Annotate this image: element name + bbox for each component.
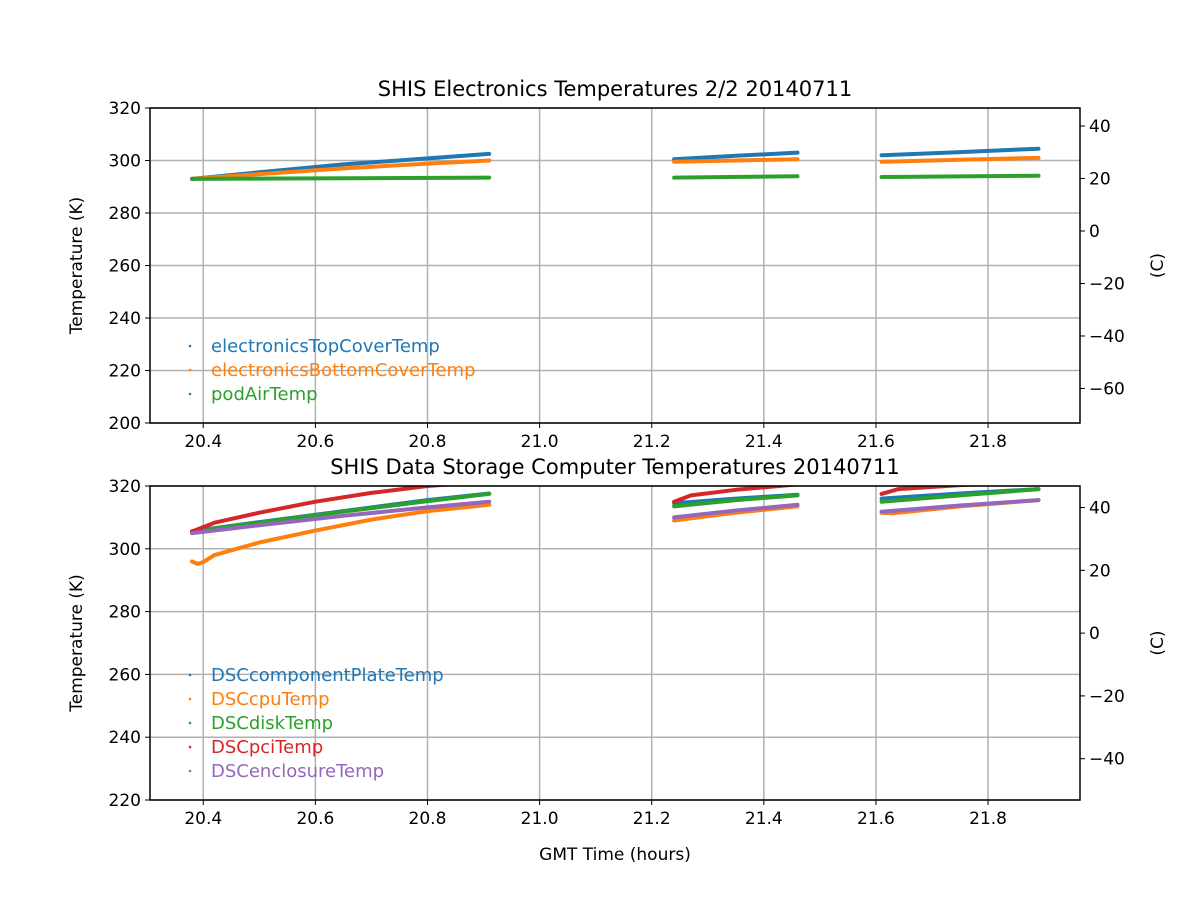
series-line-DSCdiskTemp bbox=[879, 487, 1041, 504]
x-tick-label: 20.8 bbox=[409, 432, 447, 452]
y-tick-label: 240 bbox=[109, 309, 141, 329]
chart-title: SHIS Electronics Temperatures 2/2 201407… bbox=[378, 77, 852, 101]
series-line-DSCcpuTemp bbox=[190, 502, 492, 566]
y-right-tick-label: −20 bbox=[1089, 274, 1125, 294]
y-tick-label: 260 bbox=[109, 665, 141, 685]
y-tick-label: 220 bbox=[109, 791, 141, 811]
y-axis-label: Temperature (K) bbox=[67, 574, 87, 713]
y-tick-label: 300 bbox=[109, 540, 141, 560]
legend-label: electronicsBottomCoverTemp bbox=[211, 360, 476, 381]
y-right-tick-label: −40 bbox=[1089, 750, 1125, 770]
legend: electronicsTopCoverTemp electronicsBottom… bbox=[188, 336, 476, 405]
series-line-electronicsTopCoverTemp bbox=[672, 150, 800, 162]
series-line-electronicsBottomCoverTemp bbox=[879, 155, 1041, 164]
legend-marker bbox=[188, 368, 192, 372]
series-line-DSCpciTemp bbox=[672, 486, 799, 504]
x-tick-label: 21.8 bbox=[969, 809, 1007, 829]
series-line-podAirTemp bbox=[672, 174, 800, 180]
y-right-tick-label: −20 bbox=[1089, 687, 1125, 707]
legend-label: DSCenclosureTemp bbox=[211, 761, 384, 782]
legend: DSCcomponentPlateTemp DSCcpuTemp DSCdiskTe… bbox=[188, 665, 444, 782]
y-right-tick-label: 40 bbox=[1089, 499, 1111, 519]
x-tick-label: 21.0 bbox=[521, 432, 559, 452]
series-line-DSCpciTemp bbox=[879, 486, 983, 496]
x-tick-label: 21.0 bbox=[521, 809, 559, 829]
series-line-electronicsBottomCoverTemp bbox=[672, 157, 800, 164]
legend-label: DSCcpuTemp bbox=[211, 689, 330, 710]
y-tick-label: 320 bbox=[109, 477, 141, 497]
y-tick-label: 220 bbox=[109, 362, 141, 382]
y-right-tick-label: 20 bbox=[1089, 561, 1111, 581]
x-tick-label: 21.4 bbox=[745, 432, 783, 452]
x-tick-label: 21.4 bbox=[745, 809, 783, 829]
x-tick-label: 21.2 bbox=[633, 809, 671, 829]
y-tick-label: 260 bbox=[109, 257, 141, 277]
y-right-tick-label: 0 bbox=[1089, 222, 1100, 242]
y-right-tick-label: 40 bbox=[1089, 117, 1111, 137]
legend-marker bbox=[188, 344, 192, 348]
y-tick-label: 200 bbox=[109, 414, 141, 434]
axes-frame bbox=[149, 485, 1081, 801]
y-tick-label: 320 bbox=[109, 99, 141, 119]
legend-marker bbox=[188, 392, 192, 396]
x-tick-label: 20.6 bbox=[296, 809, 334, 829]
series-line-DSCdiskTemp bbox=[190, 491, 492, 534]
series-line-electronicsBottomCoverTemp bbox=[190, 158, 492, 181]
series-line-DSCpciTemp bbox=[190, 486, 454, 534]
legend-marker bbox=[188, 769, 192, 773]
axes-frame bbox=[149, 107, 1081, 424]
y-right-tick-label: −60 bbox=[1089, 379, 1125, 399]
x-tick-label: 20.6 bbox=[296, 432, 334, 452]
legend-label: electronicsTopCoverTemp bbox=[211, 336, 440, 357]
series-line-DSCenclosureTemp bbox=[672, 502, 800, 520]
y-right-tick-label: −40 bbox=[1089, 327, 1125, 347]
legend-marker bbox=[188, 697, 192, 701]
panel-1: 20.4 20.6 20.8 21.0 21.2 21.4 21.6 21.820022024… bbox=[67, 77, 1168, 452]
legend-label: podAirTemp bbox=[211, 384, 318, 405]
x-tick-label: 21.6 bbox=[857, 809, 895, 829]
series-line-DSCenclosureTemp bbox=[879, 498, 1041, 514]
y-axis-label: Temperature (K) bbox=[67, 197, 87, 336]
y-right-axis-label: (C) bbox=[1148, 253, 1168, 278]
series-line-DSCdiskTemp bbox=[672, 493, 800, 509]
y-tick-label: 300 bbox=[109, 152, 141, 172]
x-tick-label: 21.8 bbox=[969, 432, 1007, 452]
panel-2: 20.4 20.6 20.8 21.0 21.2 21.4 21.6 21.8 220 240 26… bbox=[67, 455, 1168, 865]
legend-marker bbox=[188, 721, 192, 725]
x-tick-label: 21.2 bbox=[633, 432, 671, 452]
y-tick-label: 280 bbox=[109, 204, 141, 224]
series-line-podAirTemp bbox=[879, 173, 1041, 179]
y-right-axis-label: (C) bbox=[1148, 630, 1168, 655]
series-line-electronicsTopCoverTemp bbox=[879, 146, 1041, 158]
legend-label: DSCpciTemp bbox=[211, 737, 323, 758]
y-tick-label: 240 bbox=[109, 728, 141, 748]
y-right-tick-label: 0 bbox=[1089, 624, 1100, 644]
chart-title: SHIS Data Storage Computer Temperatures … bbox=[330, 455, 900, 479]
x-tick-label: 20.4 bbox=[184, 432, 222, 452]
x-axis-label: GMT Time (hours) bbox=[539, 845, 691, 865]
series-line-DSCenclosureTemp bbox=[190, 499, 492, 536]
series-group bbox=[190, 146, 1041, 181]
y-tick-label: 280 bbox=[109, 603, 141, 623]
legend-marker bbox=[188, 745, 192, 749]
legend-label: DSCdiskTemp bbox=[211, 713, 333, 734]
x-tick-label: 20.4 bbox=[184, 809, 222, 829]
legend-marker bbox=[188, 673, 192, 677]
y-right-tick-label: 20 bbox=[1089, 169, 1111, 189]
series-group bbox=[190, 486, 1041, 566]
x-tick-label: 20.8 bbox=[409, 809, 447, 829]
legend-label: DSCcomponentPlateTemp bbox=[211, 665, 444, 686]
series-line-podAirTemp bbox=[190, 175, 492, 181]
x-tick-label: 21.6 bbox=[857, 432, 895, 452]
